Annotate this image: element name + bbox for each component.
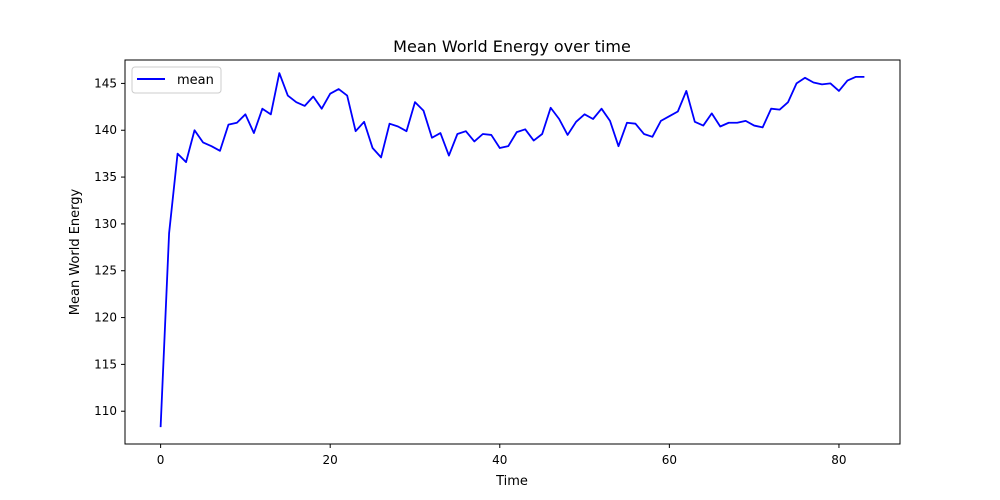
legend-label-mean: mean xyxy=(177,73,214,88)
series-mean xyxy=(159,72,865,428)
y-tick-label: 140 xyxy=(94,123,117,137)
y-tick-label: 110 xyxy=(94,404,117,418)
x-tick-label: 20 xyxy=(323,453,338,467)
chart-title: Mean World Energy over time xyxy=(393,37,631,56)
y-tick-label: 120 xyxy=(94,311,117,325)
series-line-mean xyxy=(159,72,865,428)
y-axis-label: Mean World Energy xyxy=(68,188,83,315)
y-tick-label: 130 xyxy=(94,217,117,231)
y-tick-label: 115 xyxy=(94,357,117,371)
x-tick-label: 40 xyxy=(492,453,507,467)
y-tick-label: 145 xyxy=(94,76,117,90)
y-tick-label: 135 xyxy=(94,170,117,184)
x-axis: 0 20 40 60 80 xyxy=(157,444,847,467)
x-tick-label: 80 xyxy=(831,453,846,467)
legend-box xyxy=(131,66,222,94)
y-axis: 110 115 120 125 130 135 140 145 xyxy=(94,76,125,418)
x-tick-label: 60 xyxy=(662,453,677,467)
legend: mean xyxy=(131,66,222,94)
plot-area xyxy=(124,59,901,445)
x-axis-label: Time xyxy=(495,474,528,489)
x-tick-label: 0 xyxy=(157,453,165,467)
y-tick-label: 125 xyxy=(94,264,117,278)
